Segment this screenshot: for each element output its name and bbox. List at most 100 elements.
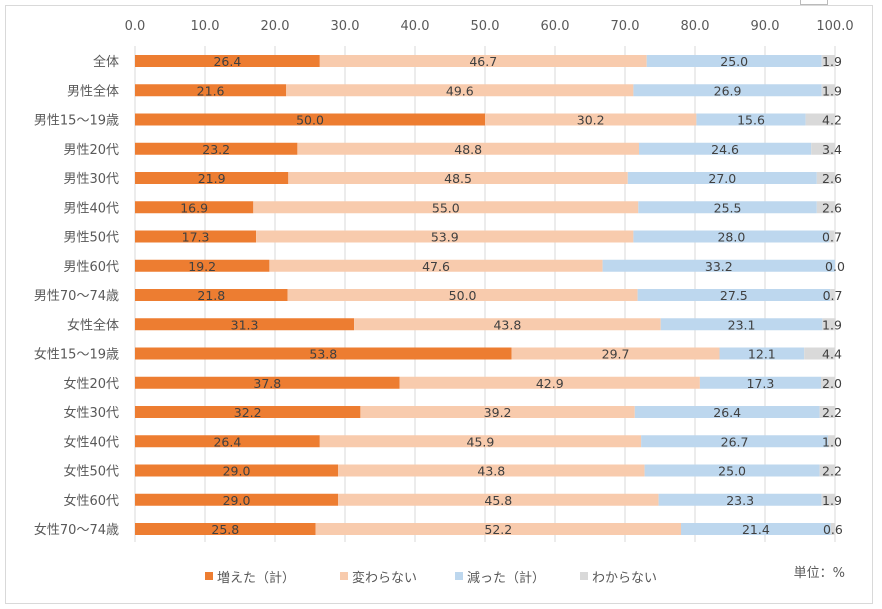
data-label: 55.0 [432,200,460,215]
legend-swatch [340,572,348,580]
category-label: 女性60代 [63,493,119,509]
data-label: 21.4 [742,522,770,537]
data-label: 23.2 [202,142,230,157]
x-tick-label: 20.0 [261,19,290,34]
category-label: 女性30代 [63,405,119,421]
bar-segment [805,113,835,126]
data-label: 25.0 [718,464,746,479]
bar-segment [811,142,835,155]
bar-segment [658,493,822,506]
bar-segment [821,376,835,389]
data-label: 2.2 [822,405,842,420]
data-label: 2.0 [822,376,842,391]
bar-segment [641,435,828,448]
data-label: 50.0 [449,288,477,303]
bar-segment [828,435,835,448]
category-label: 女性全体 [67,317,119,333]
bar-segment [288,172,628,184]
data-label: 27.0 [708,171,736,186]
x-tick-label: 30.0 [331,19,360,34]
data-label: 26.4 [213,54,241,69]
legend-label: 減った（計） [467,570,545,586]
bar-segment [135,113,485,126]
data-label: 29.7 [602,347,630,362]
category-label: 男性全体 [67,83,119,99]
data-label: 23.3 [726,493,754,508]
data-label: 25.5 [714,200,742,215]
bar-segment [819,464,835,477]
bar-segment [399,376,700,389]
data-label: 46.7 [469,54,497,69]
data-label: 43.8 [477,464,505,479]
data-label: 3.4 [822,142,842,157]
bar-segment [135,318,355,331]
bar-segment [269,259,603,272]
bar-segment [821,493,835,506]
category-label: 男性60代 [63,260,119,275]
frame-handle [800,0,828,5]
bar-segment [135,347,512,360]
data-label: 15.6 [737,113,765,128]
bar-segment [511,347,720,360]
bar-segment [646,55,822,67]
bar-segment [719,347,805,360]
bar-segment [135,406,361,418]
bar-segment [816,172,835,184]
bar-segment [627,172,817,184]
bar-segment [135,55,320,67]
data-label: 21.6 [197,83,225,98]
unit-note: 単位：% [794,565,845,581]
bar-segment [821,55,835,67]
bar-segment [830,523,835,535]
bar-segment [602,259,835,272]
data-label: 53.9 [431,230,459,245]
category-label: 男性15～19歳 [34,114,119,129]
legend-swatch [455,572,463,580]
bar-segment [287,289,638,301]
legend-swatch [205,572,213,580]
category-label: 女性40代 [63,434,119,450]
data-label: 19.2 [188,259,216,274]
bar-segment [681,523,831,535]
data-label: 39.2 [484,405,512,420]
category-label: 女性50代 [63,464,119,480]
data-label: 26.4 [213,434,241,449]
bar-segment [135,289,288,301]
data-label: 0.7 [823,288,843,303]
data-label: 1.9 [822,83,842,98]
category-label: 男性30代 [63,172,119,187]
bar-segment [319,55,647,67]
category-label: 女性20代 [63,376,119,392]
bar-segment [485,113,697,126]
data-label: 4.4 [822,347,842,362]
bar-segment [135,464,338,477]
bar-segment [135,84,287,97]
x-tick-label: 10.0 [191,19,220,34]
category-label: 男性40代 [63,201,119,216]
data-label: 12.1 [748,347,776,362]
category-label: 男性20代 [63,143,119,158]
data-label: 27.5 [720,288,748,303]
data-label: 30.2 [577,113,605,128]
bar-segment [135,493,338,506]
bar-segment [135,142,298,155]
data-label: 31.3 [231,317,259,332]
bar-segment [338,493,659,506]
bar-segment [660,318,823,331]
data-label: 26.9 [714,83,742,98]
bar-segment [821,84,835,97]
bar-segment [699,376,821,389]
bar-segment [644,464,820,477]
data-label: 32.2 [234,405,262,420]
data-label: 2.6 [822,171,842,186]
legend-label: 増えた（計） [217,570,295,586]
data-label: 33.2 [705,259,733,274]
bar-segment [696,113,806,126]
bar-segment [286,84,634,97]
bar-segment [638,201,817,214]
data-label: 26.7 [721,434,749,449]
bar-segment [338,464,645,477]
bar-segment [819,406,835,418]
x-tick-label: 60.0 [541,19,570,34]
